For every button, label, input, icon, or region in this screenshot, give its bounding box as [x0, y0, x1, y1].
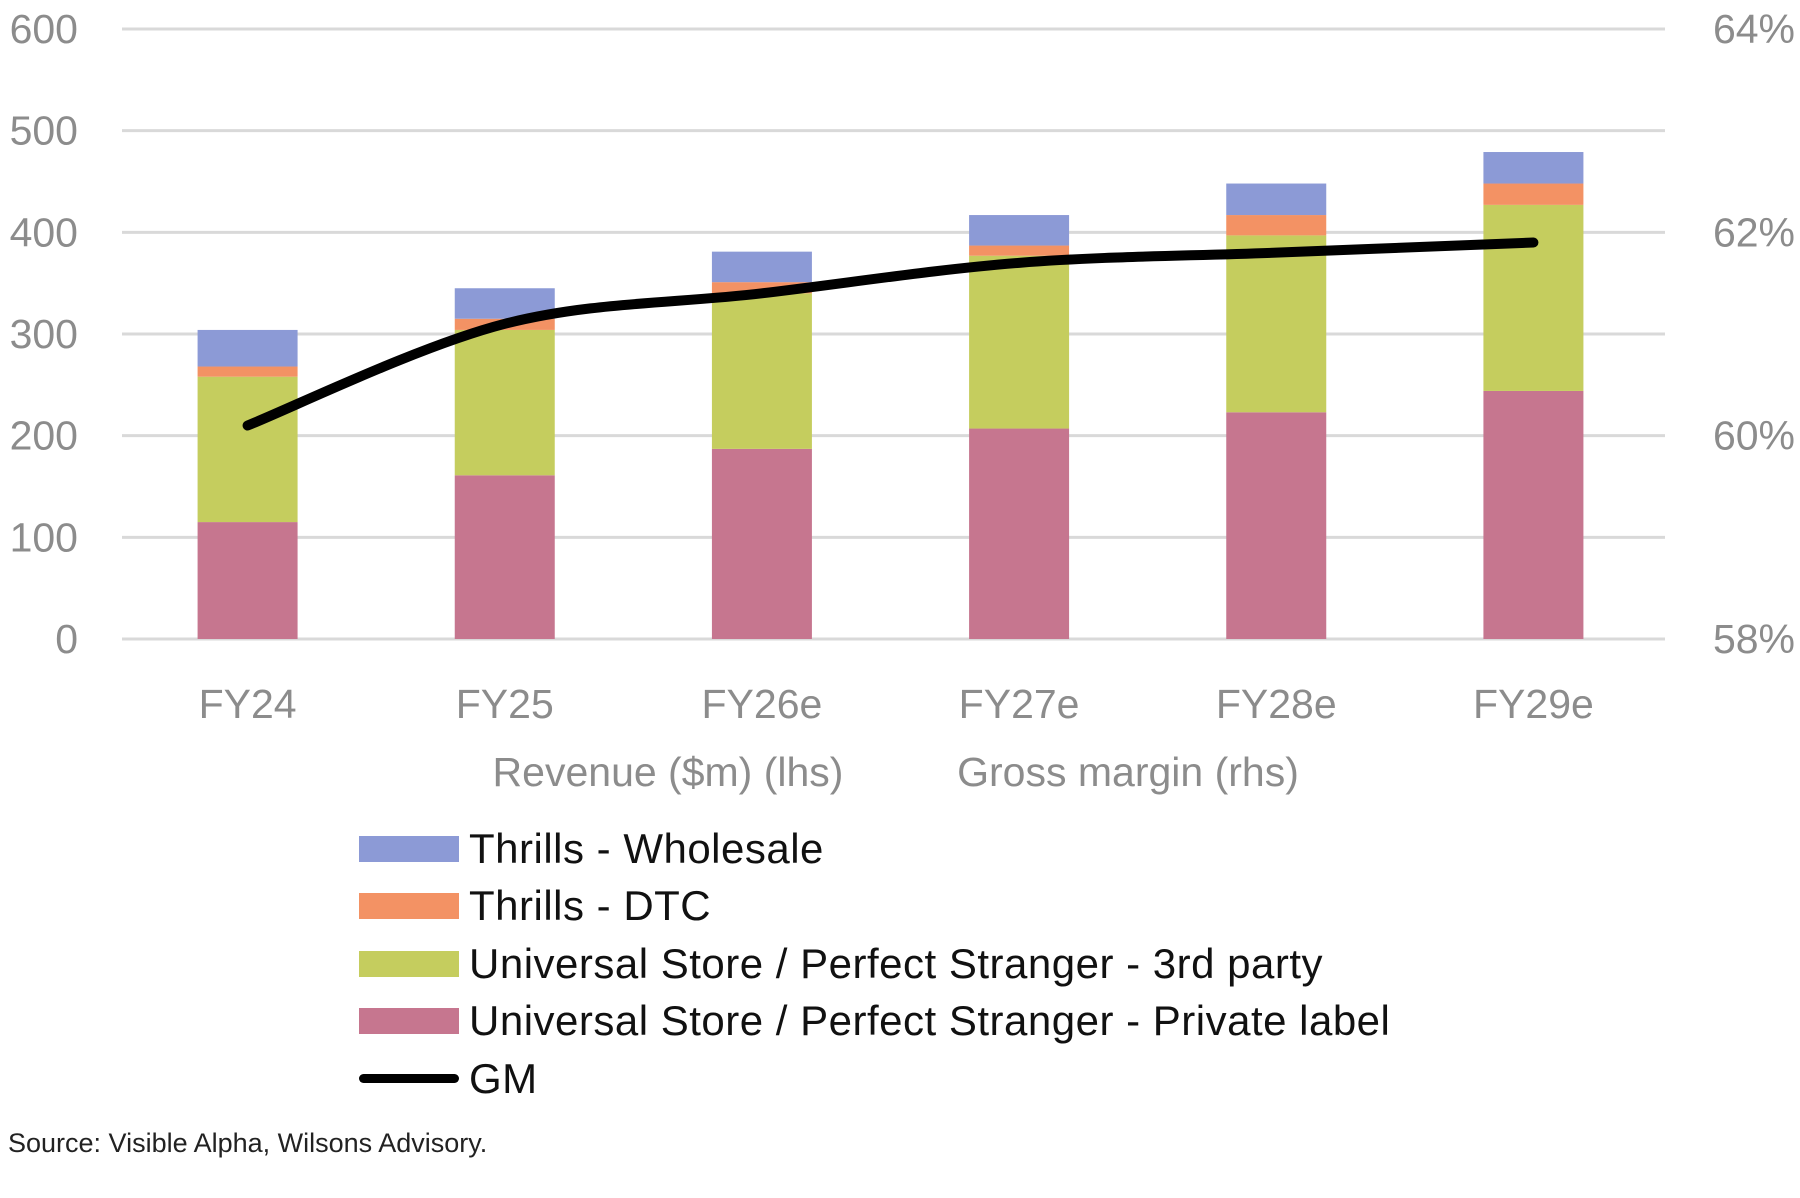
bar-segment — [197, 329, 298, 367]
left-tick-label: 400 — [10, 209, 78, 255]
bar-segment — [454, 475, 555, 639]
left-tick-label: 0 — [55, 616, 78, 662]
legend-label: Universal Store / Perfect Stranger - 3rd… — [469, 939, 1323, 987]
right-tick-label: 64% — [1713, 6, 1795, 52]
bar-segment — [969, 215, 1070, 246]
bar-segment — [1226, 215, 1327, 236]
x-tick-label: FY28e — [1216, 681, 1337, 727]
bar-segment — [1226, 183, 1327, 216]
right-tick-label: 58% — [1713, 616, 1795, 662]
x-tick-label: FY26e — [702, 681, 823, 727]
x-tick-label: FY24 — [199, 681, 297, 727]
legend-swatch — [359, 1008, 459, 1035]
bar-segment — [711, 251, 812, 283]
bar-segment — [969, 255, 1070, 429]
legend-label: GM — [469, 1054, 538, 1102]
legend-item-gm: GM — [359, 1050, 1390, 1108]
bar-segment — [197, 366, 298, 377]
bar-segment — [711, 293, 812, 449]
bar-segment — [711, 448, 812, 639]
left-tick-label: 300 — [10, 311, 78, 357]
legend-swatch-line — [359, 1074, 459, 1084]
left-tick-label: 200 — [10, 413, 78, 459]
legend-item-private-label: Universal Store / Perfect Stranger - Pri… — [359, 993, 1390, 1051]
left-tick-label: 500 — [10, 108, 78, 154]
legend-item-3rd-party: Universal Store / Perfect Stranger - 3rd… — [359, 935, 1390, 993]
left-tick-label: 600 — [10, 6, 78, 52]
legend-swatch — [359, 893, 459, 920]
bar-segment — [1483, 183, 1584, 205]
right-axis-title: Gross margin (rhs) — [957, 749, 1299, 795]
bar-segment — [1226, 235, 1327, 413]
bar-segment — [454, 329, 555, 476]
bar-segment — [711, 282, 812, 294]
left-axis-title: Revenue ($m) (lhs) — [493, 749, 844, 795]
x-tick-label: FY27e — [959, 681, 1080, 727]
bar-segment — [1483, 152, 1584, 184]
bar-segment — [1483, 204, 1584, 391]
legend-label: Universal Store / Perfect Stranger - Pri… — [469, 997, 1391, 1045]
legend-swatch — [359, 950, 459, 977]
legend-label: Thrills - Wholesale — [469, 824, 824, 872]
x-tick-label: FY29e — [1473, 681, 1594, 727]
bar-segment — [969, 245, 1070, 256]
legend-item-dtc: Thrills - DTC — [359, 878, 1390, 936]
legend-item-wholesale: Thrills - Wholesale — [359, 820, 1390, 878]
legend: Thrills - Wholesale Thrills - DTC Univer… — [359, 820, 1390, 1108]
bar-segment — [1483, 390, 1584, 639]
legend-label: Thrills - DTC — [469, 882, 712, 930]
bar-segment — [197, 522, 298, 639]
bar-segment — [969, 428, 1070, 639]
gm-line — [242, 237, 1539, 431]
legend-swatch — [359, 835, 459, 862]
right-tick-label: 62% — [1713, 209, 1795, 255]
left-tick-label: 100 — [10, 514, 78, 560]
bar-segment — [1226, 412, 1327, 639]
bar-segment — [197, 376, 298, 523]
x-tick-label: FY25 — [456, 681, 554, 727]
source-note: Source: Visible Alpha, Wilsons Advisory. — [8, 1128, 488, 1158]
right-tick-label: 60% — [1713, 413, 1795, 459]
